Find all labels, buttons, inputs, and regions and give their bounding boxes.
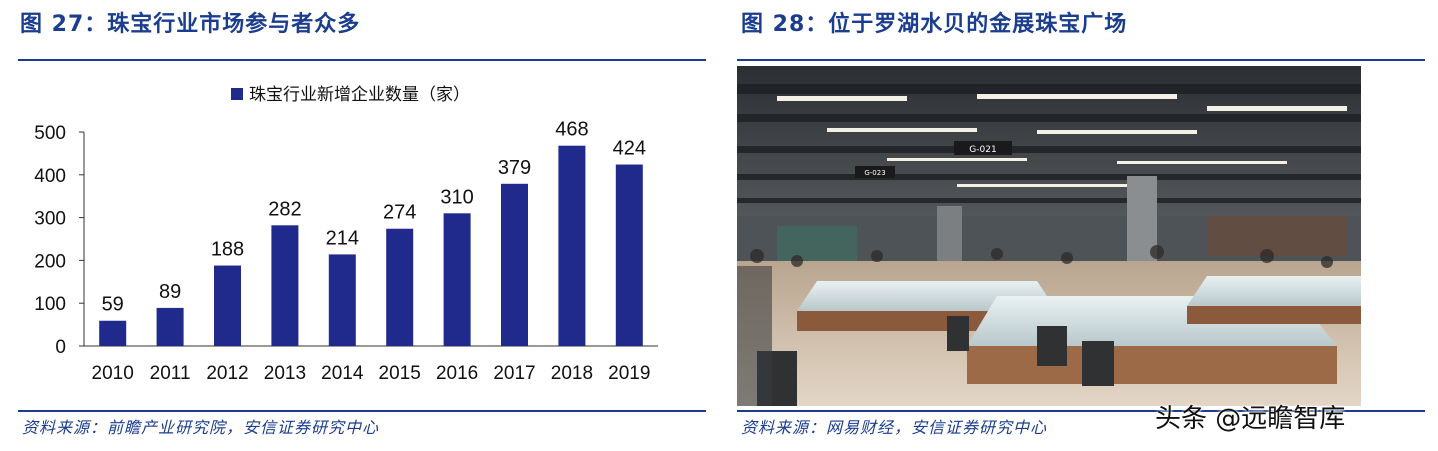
y-tick-label: 400 [34,166,66,187]
data-label: 214 [326,227,359,249]
x-tick-label: 2011 [150,363,191,384]
y-tick-label: 500 [34,123,66,144]
y-tick-label: 200 [34,251,66,272]
x-tick-label: 2015 [379,363,421,384]
x-tick-label: 2019 [608,363,650,384]
x-tick-label: 2016 [436,363,478,384]
bar [558,145,586,346]
y-tick-label: 100 [34,294,66,315]
bar [214,265,241,346]
watermark: 头条 @远瞻智库 [1155,404,1346,434]
bar [386,228,414,346]
left-title-rule [18,59,706,61]
legend-swatch [231,88,243,100]
data-label: 188 [211,239,244,261]
bar [156,307,184,346]
bar [271,225,299,346]
data-label: 59 [102,294,124,316]
bar [99,320,127,346]
left-figure-title: 图 27：珠宝行业市场参与者众多 [20,12,361,37]
legend-label: 珠宝行业新增企业数量（家） [249,85,470,105]
right-source: 资料来源：网易财经，安信证券研究中心 [741,418,1048,437]
jewelry-plaza-photo: G-021 G-023 [737,66,1361,406]
photo-sign-g023: G-023 [864,169,885,177]
bar [328,254,356,346]
data-label: 379 [498,157,531,179]
bar [615,164,643,346]
x-tick-label: 2013 [264,363,306,384]
right-source-rule [737,410,1425,412]
data-label: 274 [383,202,416,224]
data-label: 89 [159,281,181,303]
data-label: 468 [555,119,588,141]
y-tick-label: 300 [34,209,66,230]
right-title-rule [737,59,1425,61]
y-tick-label: 0 [55,337,66,358]
data-label: 310 [440,186,473,208]
x-tick-label: 2017 [493,363,535,384]
bar [501,183,528,346]
photo-sign-g021: G-021 [969,145,996,155]
x-tick-label: 2014 [321,363,364,384]
data-label: 282 [268,198,301,220]
x-tick-label: 2012 [206,363,248,384]
bar-chart: 0 100 200 300 400 500 59 2010 89 2011 188 2012 282 20… [34,85,658,384]
x-tick-label: 2018 [551,363,593,384]
x-tick-label: 2010 [92,363,134,384]
left-source: 资料来源：前瞻产业研究院，安信证券研究中心 [22,418,380,437]
left-source-rule [18,410,706,412]
data-label: 424 [613,138,646,160]
right-figure-title: 图 28：位于罗湖水贝的金展珠宝广场 [741,12,1128,37]
bar [443,213,471,346]
